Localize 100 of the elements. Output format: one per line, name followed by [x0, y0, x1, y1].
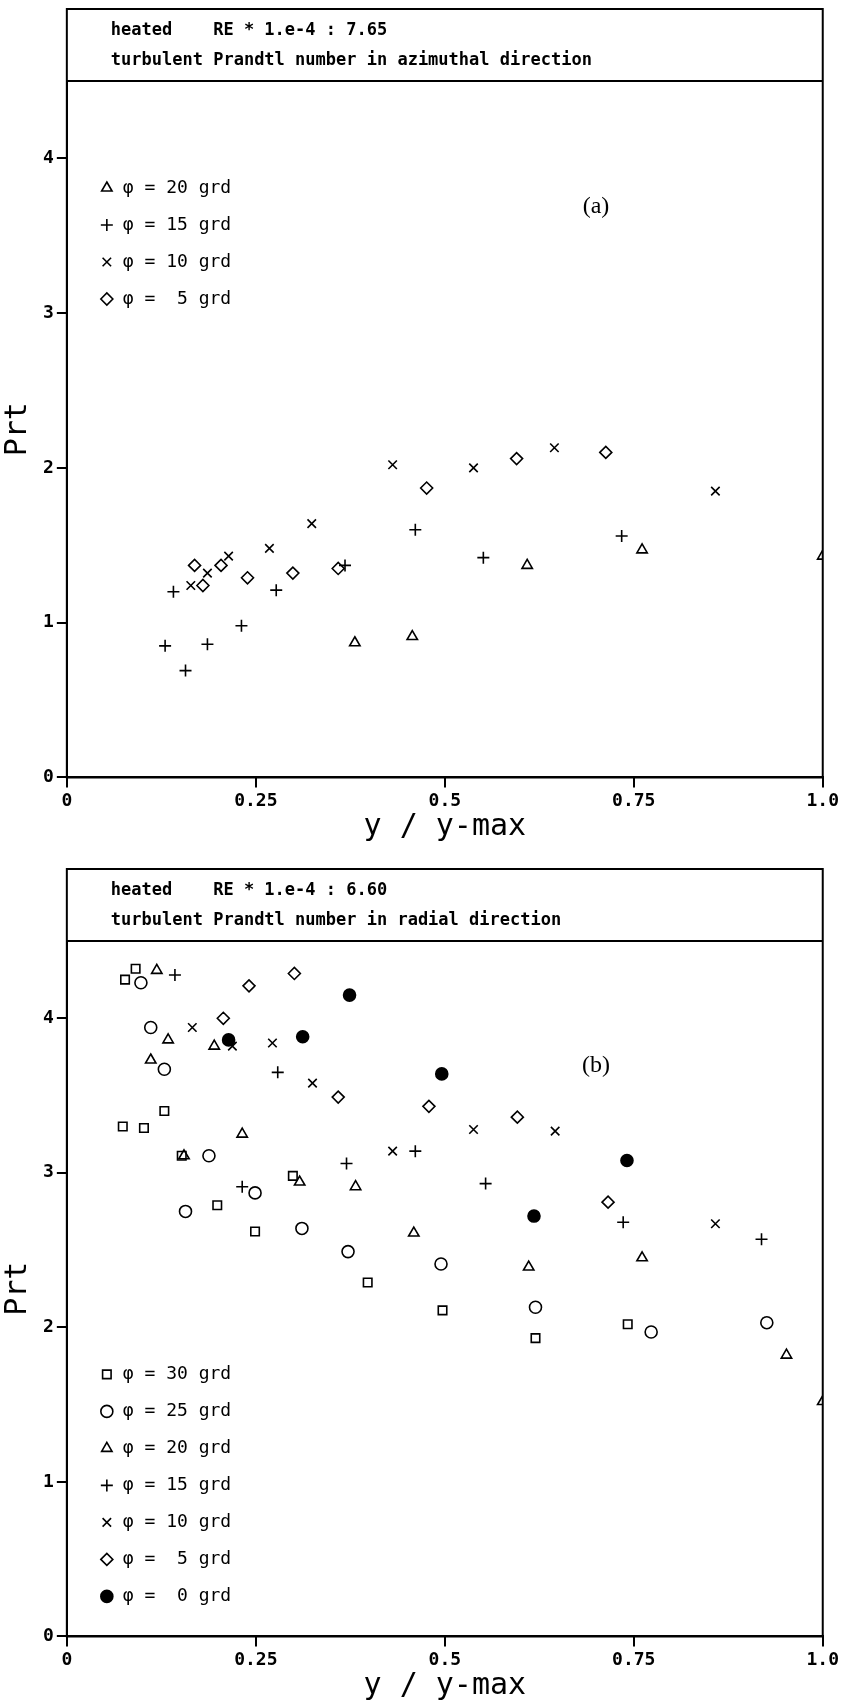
- point: [339, 1156, 354, 1171]
- point: [221, 1033, 236, 1047]
- point: [270, 1065, 285, 1080]
- point: [434, 1257, 448, 1271]
- point: [212, 1200, 223, 1211]
- point: [362, 1277, 373, 1288]
- legend-label: φ = 5 grd: [122, 286, 232, 308]
- point: [422, 1099, 436, 1114]
- point: [214, 558, 228, 573]
- point: [185, 580, 196, 591]
- x-tick-label: 1.0: [806, 788, 839, 810]
- x-tick-label: 0: [61, 788, 73, 810]
- point: [644, 1325, 658, 1339]
- point: [242, 979, 256, 993]
- legend-label: φ = 10 grd: [122, 1510, 232, 1532]
- point: [196, 578, 210, 593]
- point: [387, 459, 398, 470]
- point: [287, 966, 302, 981]
- y-tick-label: 0: [42, 1624, 54, 1646]
- point: [550, 1126, 561, 1137]
- legend-label: φ = 25 grd: [122, 1399, 232, 1421]
- point: [267, 1037, 278, 1049]
- point: [530, 1333, 541, 1344]
- point: [342, 988, 357, 1002]
- point: [601, 1195, 615, 1209]
- point: [434, 1067, 449, 1081]
- annotation: (a): [582, 191, 610, 218]
- point: [710, 1218, 721, 1229]
- point: [216, 1011, 231, 1026]
- point: [348, 635, 361, 647]
- point: [387, 1146, 398, 1157]
- point: [522, 1260, 535, 1271]
- y-tick-label: 3: [42, 1160, 54, 1182]
- point: [599, 445, 613, 460]
- point: [240, 570, 255, 585]
- point: [408, 1144, 423, 1158]
- point: [408, 522, 423, 537]
- point: [208, 1039, 221, 1050]
- chart-title: heated RE * 1.e-4 : 6.60: [110, 879, 388, 900]
- legend-label: φ = 10 grd: [122, 249, 232, 271]
- point: [636, 543, 649, 554]
- point: [620, 1153, 634, 1168]
- point: [307, 1078, 318, 1089]
- point: [248, 1186, 262, 1200]
- point: [468, 462, 479, 473]
- x-tick-label: 0.75: [612, 788, 656, 810]
- point: [636, 1250, 649, 1262]
- point: [437, 1305, 448, 1316]
- point: [760, 1315, 774, 1330]
- chart-subtitle: turbulent Prandtl number in radial direction: [110, 909, 562, 930]
- point: [143, 1020, 158, 1035]
- point: [264, 543, 275, 554]
- point: [234, 618, 249, 633]
- y-tick-label: 4: [42, 1005, 54, 1027]
- legend-label: φ = 0 grd: [122, 1584, 232, 1606]
- point: [549, 442, 560, 453]
- point: [295, 1221, 309, 1236]
- y-tick-label: 1: [42, 1469, 54, 1491]
- legend-label: φ = 20 grd: [122, 175, 232, 197]
- point: [162, 1033, 175, 1044]
- point: [614, 529, 629, 543]
- point: [754, 1232, 769, 1247]
- point: [528, 1300, 543, 1315]
- legend-label: φ = 30 grd: [122, 1362, 232, 1384]
- x-tick-label: 0.25: [234, 1647, 278, 1669]
- point: [120, 974, 131, 985]
- legend-label: φ = 15 grd: [122, 1473, 232, 1495]
- point: [780, 1348, 793, 1359]
- point: [407, 1226, 420, 1237]
- point: [178, 663, 193, 678]
- point: [223, 551, 234, 562]
- point: [622, 1319, 633, 1330]
- point: [349, 1179, 362, 1191]
- point: [138, 1122, 149, 1134]
- y-tick-label: 4: [42, 146, 54, 168]
- point: [134, 975, 148, 990]
- point: [250, 1226, 261, 1237]
- y-tick-label: 3: [42, 300, 54, 322]
- point: [236, 1127, 249, 1138]
- point: [287, 1170, 298, 1181]
- point: [150, 963, 163, 975]
- point: [710, 486, 721, 497]
- point: [419, 481, 434, 495]
- point: [117, 1121, 128, 1132]
- chart-title: heated RE * 1.e-4 : 7.65: [110, 19, 388, 40]
- point: [510, 1110, 525, 1124]
- x-tick-label: 0: [61, 1647, 73, 1669]
- point: [202, 1149, 216, 1163]
- point: [166, 584, 181, 599]
- x-tick-label: 0.75: [612, 1647, 656, 1669]
- point: [331, 561, 346, 576]
- legend-label: φ = 15 grd: [122, 212, 232, 234]
- y-axis-title: Prt: [0, 402, 33, 457]
- point: [202, 568, 213, 579]
- y-tick-label: 2: [42, 1315, 54, 1337]
- point: [159, 1105, 170, 1117]
- point: [406, 629, 419, 641]
- y-tick-label: 2: [42, 455, 54, 477]
- point: [331, 1090, 346, 1104]
- y-tick-label: 0: [42, 765, 54, 787]
